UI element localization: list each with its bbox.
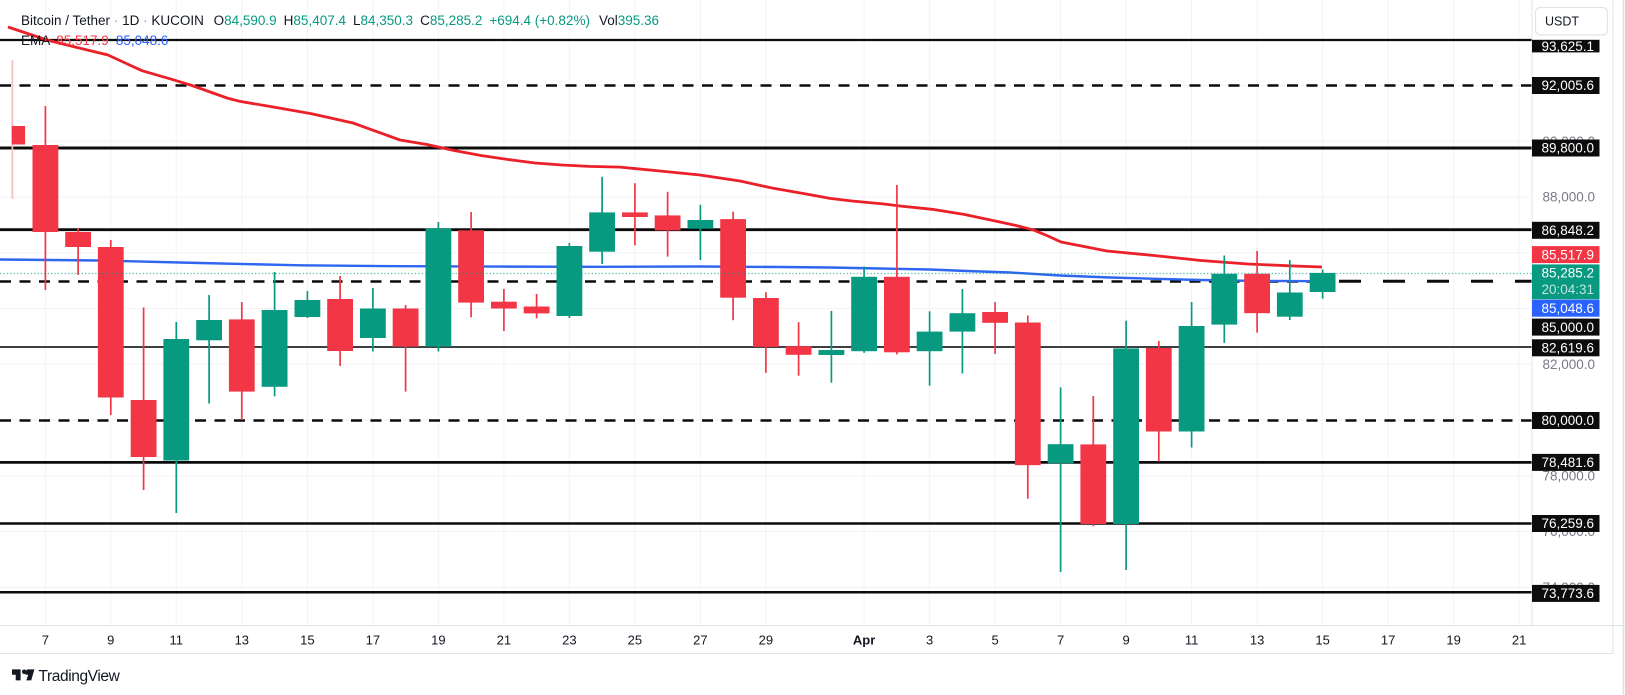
svg-text:92,005.6: 92,005.6 [1541, 78, 1594, 93]
svg-text:11: 11 [1185, 633, 1199, 648]
svg-text:21: 21 [1512, 633, 1526, 648]
svg-text:7: 7 [1057, 633, 1064, 648]
svg-text:82,000.0: 82,000.0 [1542, 357, 1595, 372]
svg-text:15: 15 [1315, 633, 1329, 648]
svg-text:5: 5 [991, 633, 998, 648]
svg-text:78,481.6: 78,481.6 [1541, 455, 1594, 470]
svg-text:23: 23 [562, 633, 576, 648]
svg-text:73,773.6: 73,773.6 [1541, 586, 1594, 601]
svg-text:25: 25 [628, 633, 642, 648]
svg-text:85,517.9: 85,517.9 [1541, 247, 1594, 262]
svg-text:13: 13 [1250, 633, 1264, 648]
svg-text:80,000.0: 80,000.0 [1541, 413, 1594, 428]
svg-text:Apr: Apr [853, 633, 875, 648]
svg-text:21: 21 [497, 633, 511, 648]
svg-text:93,625.1: 93,625.1 [1541, 39, 1594, 54]
svg-text:78,000.0: 78,000.0 [1542, 468, 1595, 483]
svg-text:9: 9 [107, 633, 114, 648]
svg-text:7: 7 [42, 633, 49, 648]
svg-text:Bitcoin / Tether · 1D · KUCOIN: Bitcoin / Tether · 1D · KUCOIN O84,590.9… [21, 13, 659, 28]
svg-text:EMA 85,517.985,048.6: EMA 85,517.9 85,048.6 [21, 33, 168, 48]
svg-text:29: 29 [759, 633, 773, 648]
svg-text:17: 17 [1381, 633, 1395, 648]
svg-text:85,048.6: 85,048.6 [1541, 301, 1594, 316]
svg-text:19: 19 [1446, 633, 1460, 648]
svg-text:85,285.2: 85,285.2 [1541, 266, 1594, 281]
svg-text:13: 13 [235, 633, 249, 648]
svg-text:76,259.6: 76,259.6 [1541, 516, 1594, 531]
svg-text:88,000.0: 88,000.0 [1542, 190, 1595, 205]
svg-text:82,619.6: 82,619.6 [1541, 341, 1594, 356]
svg-text:85,000.0: 85,000.0 [1541, 320, 1594, 335]
svg-text:9: 9 [1122, 633, 1129, 648]
svg-text:USDT: USDT [1545, 15, 1579, 29]
svg-text:3: 3 [926, 633, 933, 648]
svg-text:27: 27 [693, 633, 707, 648]
svg-text:17: 17 [366, 633, 380, 648]
svg-text:11: 11 [170, 633, 184, 648]
svg-text:TradingView: TradingView [39, 668, 121, 685]
svg-text:19: 19 [431, 633, 445, 648]
svg-text:15: 15 [300, 633, 314, 648]
svg-text:86,848.2: 86,848.2 [1541, 223, 1594, 238]
svg-text:20:04:31: 20:04:31 [1541, 282, 1594, 297]
svg-text:89,800.0: 89,800.0 [1541, 141, 1594, 156]
